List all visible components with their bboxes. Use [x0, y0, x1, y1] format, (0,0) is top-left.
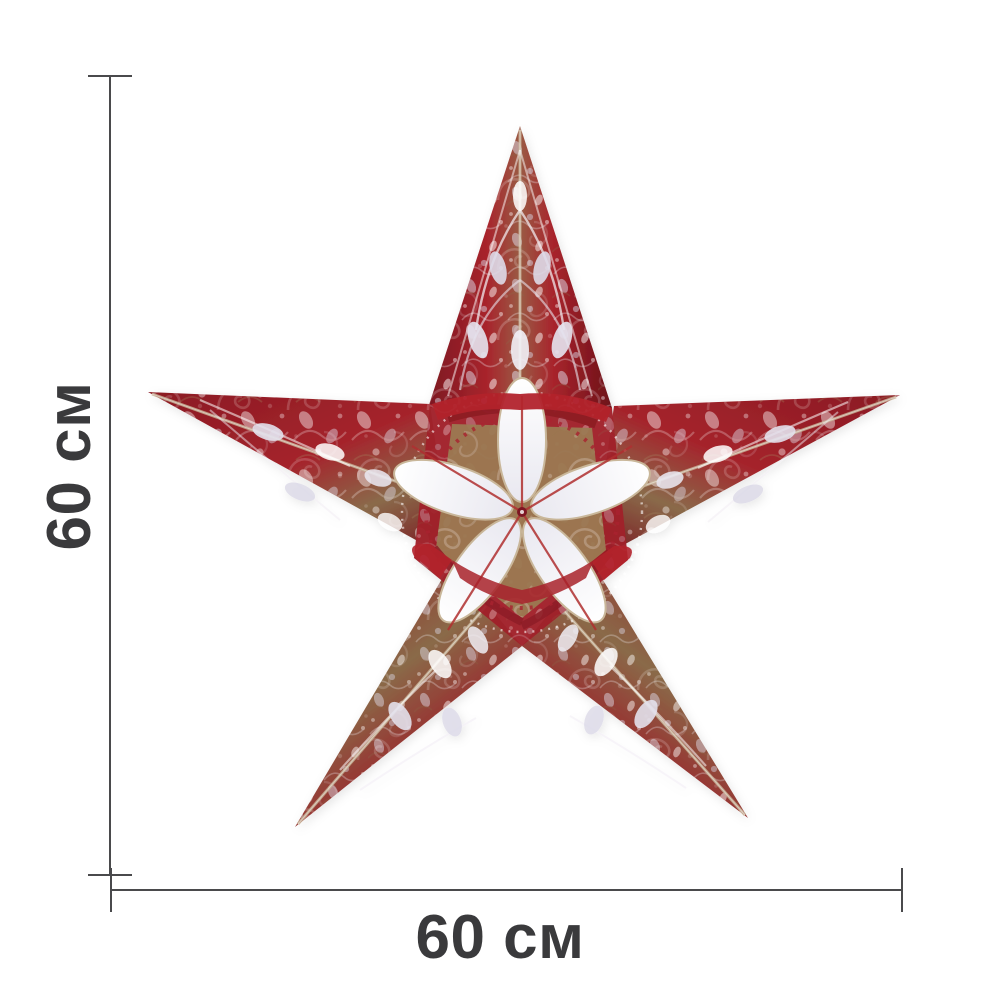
height-dimension-line	[109, 75, 111, 876]
width-dimension-line	[110, 889, 903, 891]
height-dimension-label: 60 см	[35, 381, 104, 551]
height-dimension-cap-top	[88, 75, 132, 77]
star-point-upper-right	[592, 395, 900, 562]
width-dimension-cap-right	[901, 868, 903, 912]
center-petals	[393, 377, 651, 624]
star-point-lower-left	[295, 562, 522, 827]
star-point-upper-left	[148, 392, 452, 560]
star-arm-cuffs	[412, 393, 632, 604]
star-center-medallion	[393, 377, 651, 646]
star-point-lower-right	[522, 562, 748, 818]
width-dimension-cap-left	[110, 868, 112, 912]
star-point-top	[428, 126, 612, 408]
width-dimension-label: 60 см	[415, 903, 585, 972]
